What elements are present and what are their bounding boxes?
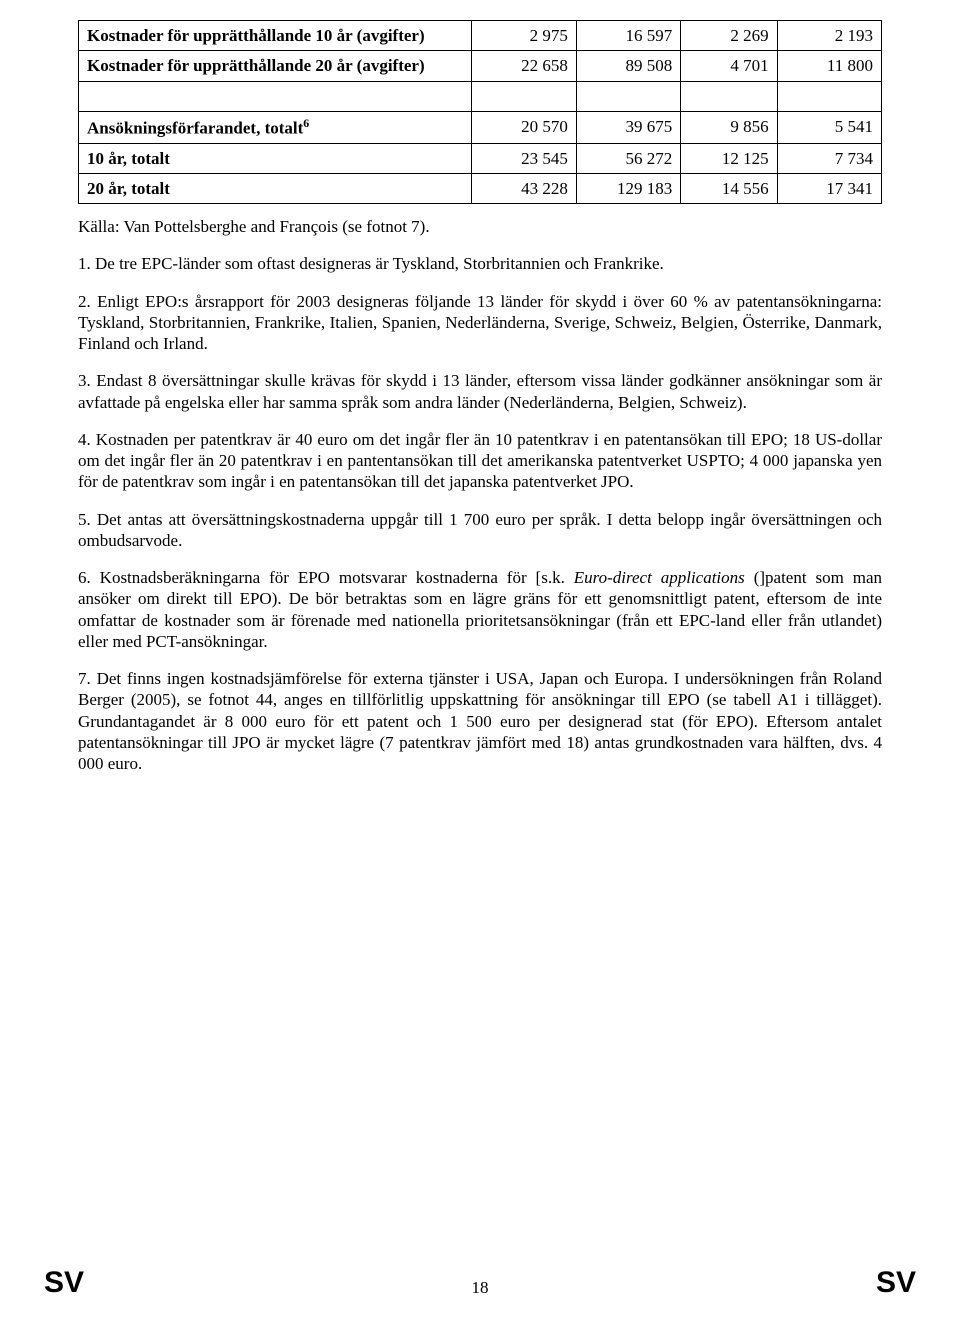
cell: 17 341 bbox=[777, 173, 881, 203]
cell: 5 541 bbox=[777, 111, 881, 143]
label-text: Ansökningsförfarandet, totalt bbox=[87, 118, 303, 137]
table-row: 10 år, totalt 23 545 56 272 12 125 7 734 bbox=[79, 143, 882, 173]
cell: 89 508 bbox=[576, 51, 680, 81]
footer-right: SV bbox=[876, 1264, 916, 1302]
note-5: 5. Det antas att översättningskostnadern… bbox=[78, 509, 882, 552]
table-row: Ansökningsförfarandet, totalt6 20 570 39… bbox=[79, 111, 882, 143]
table-source: Källa: Van Pottelsberghe and François (s… bbox=[78, 216, 882, 237]
row-label: 10 år, totalt bbox=[79, 143, 472, 173]
cell: 7 734 bbox=[777, 143, 881, 173]
footnote-marker: 6 bbox=[303, 116, 309, 130]
table-row: 20 år, totalt 43 228 129 183 14 556 17 3… bbox=[79, 173, 882, 203]
note-3: 3. Endast 8 översättningar skulle krävas… bbox=[78, 370, 882, 413]
row-label: Kostnader för upprätthållande 10 år (avg… bbox=[79, 21, 472, 51]
note-1: 1. De tre EPC-länder som oftast designer… bbox=[78, 253, 882, 274]
note-6-italic: Euro-direct applications bbox=[574, 568, 745, 587]
footer-left: SV bbox=[44, 1264, 84, 1302]
cell: 22 658 bbox=[472, 51, 576, 81]
cell: 14 556 bbox=[681, 173, 777, 203]
row-label: Ansökningsförfarandet, totalt6 bbox=[79, 111, 472, 143]
cell: 2 975 bbox=[472, 21, 576, 51]
cell: 39 675 bbox=[576, 111, 680, 143]
cell: 16 597 bbox=[576, 21, 680, 51]
cell: 20 570 bbox=[472, 111, 576, 143]
cell: 4 701 bbox=[681, 51, 777, 81]
row-label: Kostnader för upprätthållande 20 år (avg… bbox=[79, 51, 472, 81]
note-6-pre: 6. Kostnadsberäkningarna för EPO motsvar… bbox=[78, 568, 574, 587]
table-row: Kostnader för upprätthållande 10 år (avg… bbox=[79, 21, 882, 51]
cell: 2 193 bbox=[777, 21, 881, 51]
table-row: Kostnader för upprätthållande 20 år (avg… bbox=[79, 51, 882, 81]
cell-empty bbox=[681, 81, 777, 111]
page-number: 18 bbox=[472, 1277, 489, 1301]
cell-empty bbox=[79, 81, 472, 111]
cell: 2 269 bbox=[681, 21, 777, 51]
cost-table-part1: Kostnader för upprätthållande 10 år (avg… bbox=[78, 20, 882, 204]
cell-empty bbox=[576, 81, 680, 111]
cell-empty bbox=[777, 81, 881, 111]
cell: 11 800 bbox=[777, 51, 881, 81]
cell-empty bbox=[472, 81, 576, 111]
note-6: 6. Kostnadsberäkningarna för EPO motsvar… bbox=[78, 567, 882, 652]
cell: 23 545 bbox=[472, 143, 576, 173]
note-7: 7. Det finns ingen kostnadsjämförelse fö… bbox=[78, 668, 882, 774]
note-4: 4. Kostnaden per patentkrav är 40 euro o… bbox=[78, 429, 882, 493]
cell: 12 125 bbox=[681, 143, 777, 173]
table-row-empty bbox=[79, 81, 882, 111]
cell: 43 228 bbox=[472, 173, 576, 203]
cell: 129 183 bbox=[576, 173, 680, 203]
cell: 9 856 bbox=[681, 111, 777, 143]
cell: 56 272 bbox=[576, 143, 680, 173]
note-2: 2. Enligt EPO:s årsrapport för 2003 desi… bbox=[78, 291, 882, 355]
row-label: 20 år, totalt bbox=[79, 173, 472, 203]
page-footer: SV 18 SV bbox=[0, 1264, 960, 1302]
